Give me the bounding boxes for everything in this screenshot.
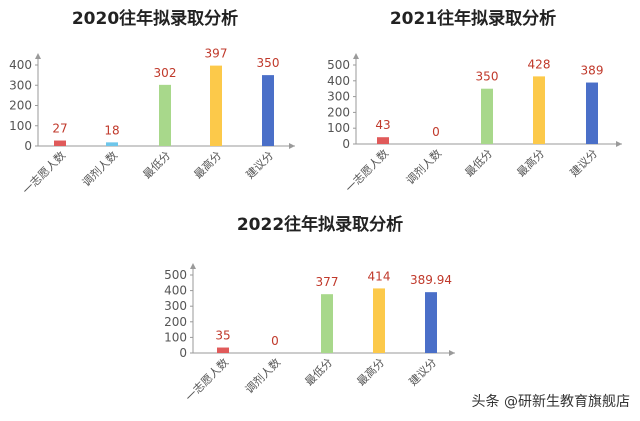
category-label: 调剂人数 bbox=[403, 146, 444, 187]
y-tick-label: 200 bbox=[164, 315, 187, 329]
data-label: 428 bbox=[528, 57, 551, 71]
bar bbox=[321, 294, 333, 353]
category-label: 最低分 bbox=[141, 149, 174, 182]
bar bbox=[262, 75, 274, 146]
category-label: 最低分 bbox=[303, 356, 336, 389]
category-label: 建议分 bbox=[406, 355, 439, 388]
category-label: 最低分 bbox=[463, 147, 496, 180]
y-tick-label: 300 bbox=[327, 90, 350, 104]
bar bbox=[210, 65, 222, 146]
bar bbox=[159, 84, 171, 146]
y-tick-label: 100 bbox=[327, 121, 350, 135]
y-tick-label: 0 bbox=[342, 137, 350, 151]
bar bbox=[217, 347, 229, 353]
bar bbox=[373, 288, 385, 353]
y-tick-label: 300 bbox=[164, 299, 187, 313]
chart-title: 2022往年拟录取分析 bbox=[237, 214, 403, 235]
x-axis-arrow bbox=[289, 143, 295, 149]
y-tick-label: 300 bbox=[9, 78, 32, 92]
x-axis-arrow bbox=[616, 141, 622, 147]
data-label: 389 bbox=[581, 64, 604, 78]
data-label: 302 bbox=[154, 66, 177, 80]
bar bbox=[481, 88, 493, 144]
category-label: 调剂人数 bbox=[79, 148, 120, 189]
category-label: 最高分 bbox=[514, 146, 547, 179]
category-label: 建议分 bbox=[567, 146, 600, 179]
y-tick-label: 100 bbox=[164, 330, 187, 344]
data-label: 43 bbox=[375, 118, 390, 132]
data-label: 18 bbox=[104, 123, 119, 137]
chart-2022: 2022往年拟录取分析010020030040050035一志愿人数0调剂人数3… bbox=[164, 214, 455, 404]
y-tick-label: 400 bbox=[9, 58, 32, 72]
y-tick-label: 0 bbox=[179, 346, 187, 360]
y-tick-label: 400 bbox=[327, 74, 350, 88]
chart-2021: 2021往年拟录取分析010020030040050043一志愿人数0调剂人数3… bbox=[327, 8, 622, 195]
data-label: 389.94 bbox=[410, 273, 452, 287]
category-label: 最高分 bbox=[191, 148, 224, 181]
chart-title: 2020往年拟录取分析 bbox=[72, 8, 238, 29]
watermark: 头条 @研新生教育旗舰店 bbox=[471, 394, 630, 410]
category-label: 一志愿人数 bbox=[20, 149, 68, 197]
data-label: 0 bbox=[432, 125, 440, 139]
y-axis-arrow bbox=[35, 53, 41, 59]
data-label: 397 bbox=[205, 47, 228, 61]
chart-2020: 2020往年拟录取分析 0 100 200 300 400 27 一志愿人数 18 调剂人数 302… bbox=[9, 8, 295, 197]
category-label: 调剂人数 bbox=[242, 355, 283, 396]
y-tick-label: 0 bbox=[24, 139, 32, 153]
data-label: 414 bbox=[368, 269, 391, 283]
data-label: 27 bbox=[52, 122, 67, 136]
bar bbox=[533, 76, 545, 144]
y-axis-arrow bbox=[190, 263, 196, 269]
bar bbox=[377, 137, 389, 144]
data-label: 350 bbox=[476, 70, 499, 84]
y-tick-label: 500 bbox=[327, 58, 350, 72]
y-tick-label: 100 bbox=[9, 119, 32, 133]
y-tick-label: 200 bbox=[9, 99, 32, 113]
bar bbox=[54, 140, 66, 146]
y-tick-label: 200 bbox=[327, 105, 350, 119]
bar bbox=[106, 142, 118, 146]
bar bbox=[586, 82, 598, 144]
data-label: 377 bbox=[316, 275, 339, 289]
category-label: 最高分 bbox=[354, 355, 387, 388]
data-label: 350 bbox=[257, 56, 280, 70]
data-label: 35 bbox=[215, 329, 230, 343]
y-axis-arrow bbox=[353, 53, 359, 59]
bar bbox=[425, 292, 437, 353]
x-axis-arrow bbox=[449, 350, 455, 356]
category-label: 建议分 bbox=[243, 148, 276, 181]
category-label: 一志愿人数 bbox=[183, 356, 231, 404]
category-label: 一志愿人数 bbox=[343, 147, 391, 195]
y-tick-label: 500 bbox=[164, 268, 187, 282]
y-tick-label: 400 bbox=[164, 284, 187, 298]
chart-title: 2021往年拟录取分析 bbox=[390, 8, 556, 29]
data-label: 0 bbox=[271, 334, 279, 348]
